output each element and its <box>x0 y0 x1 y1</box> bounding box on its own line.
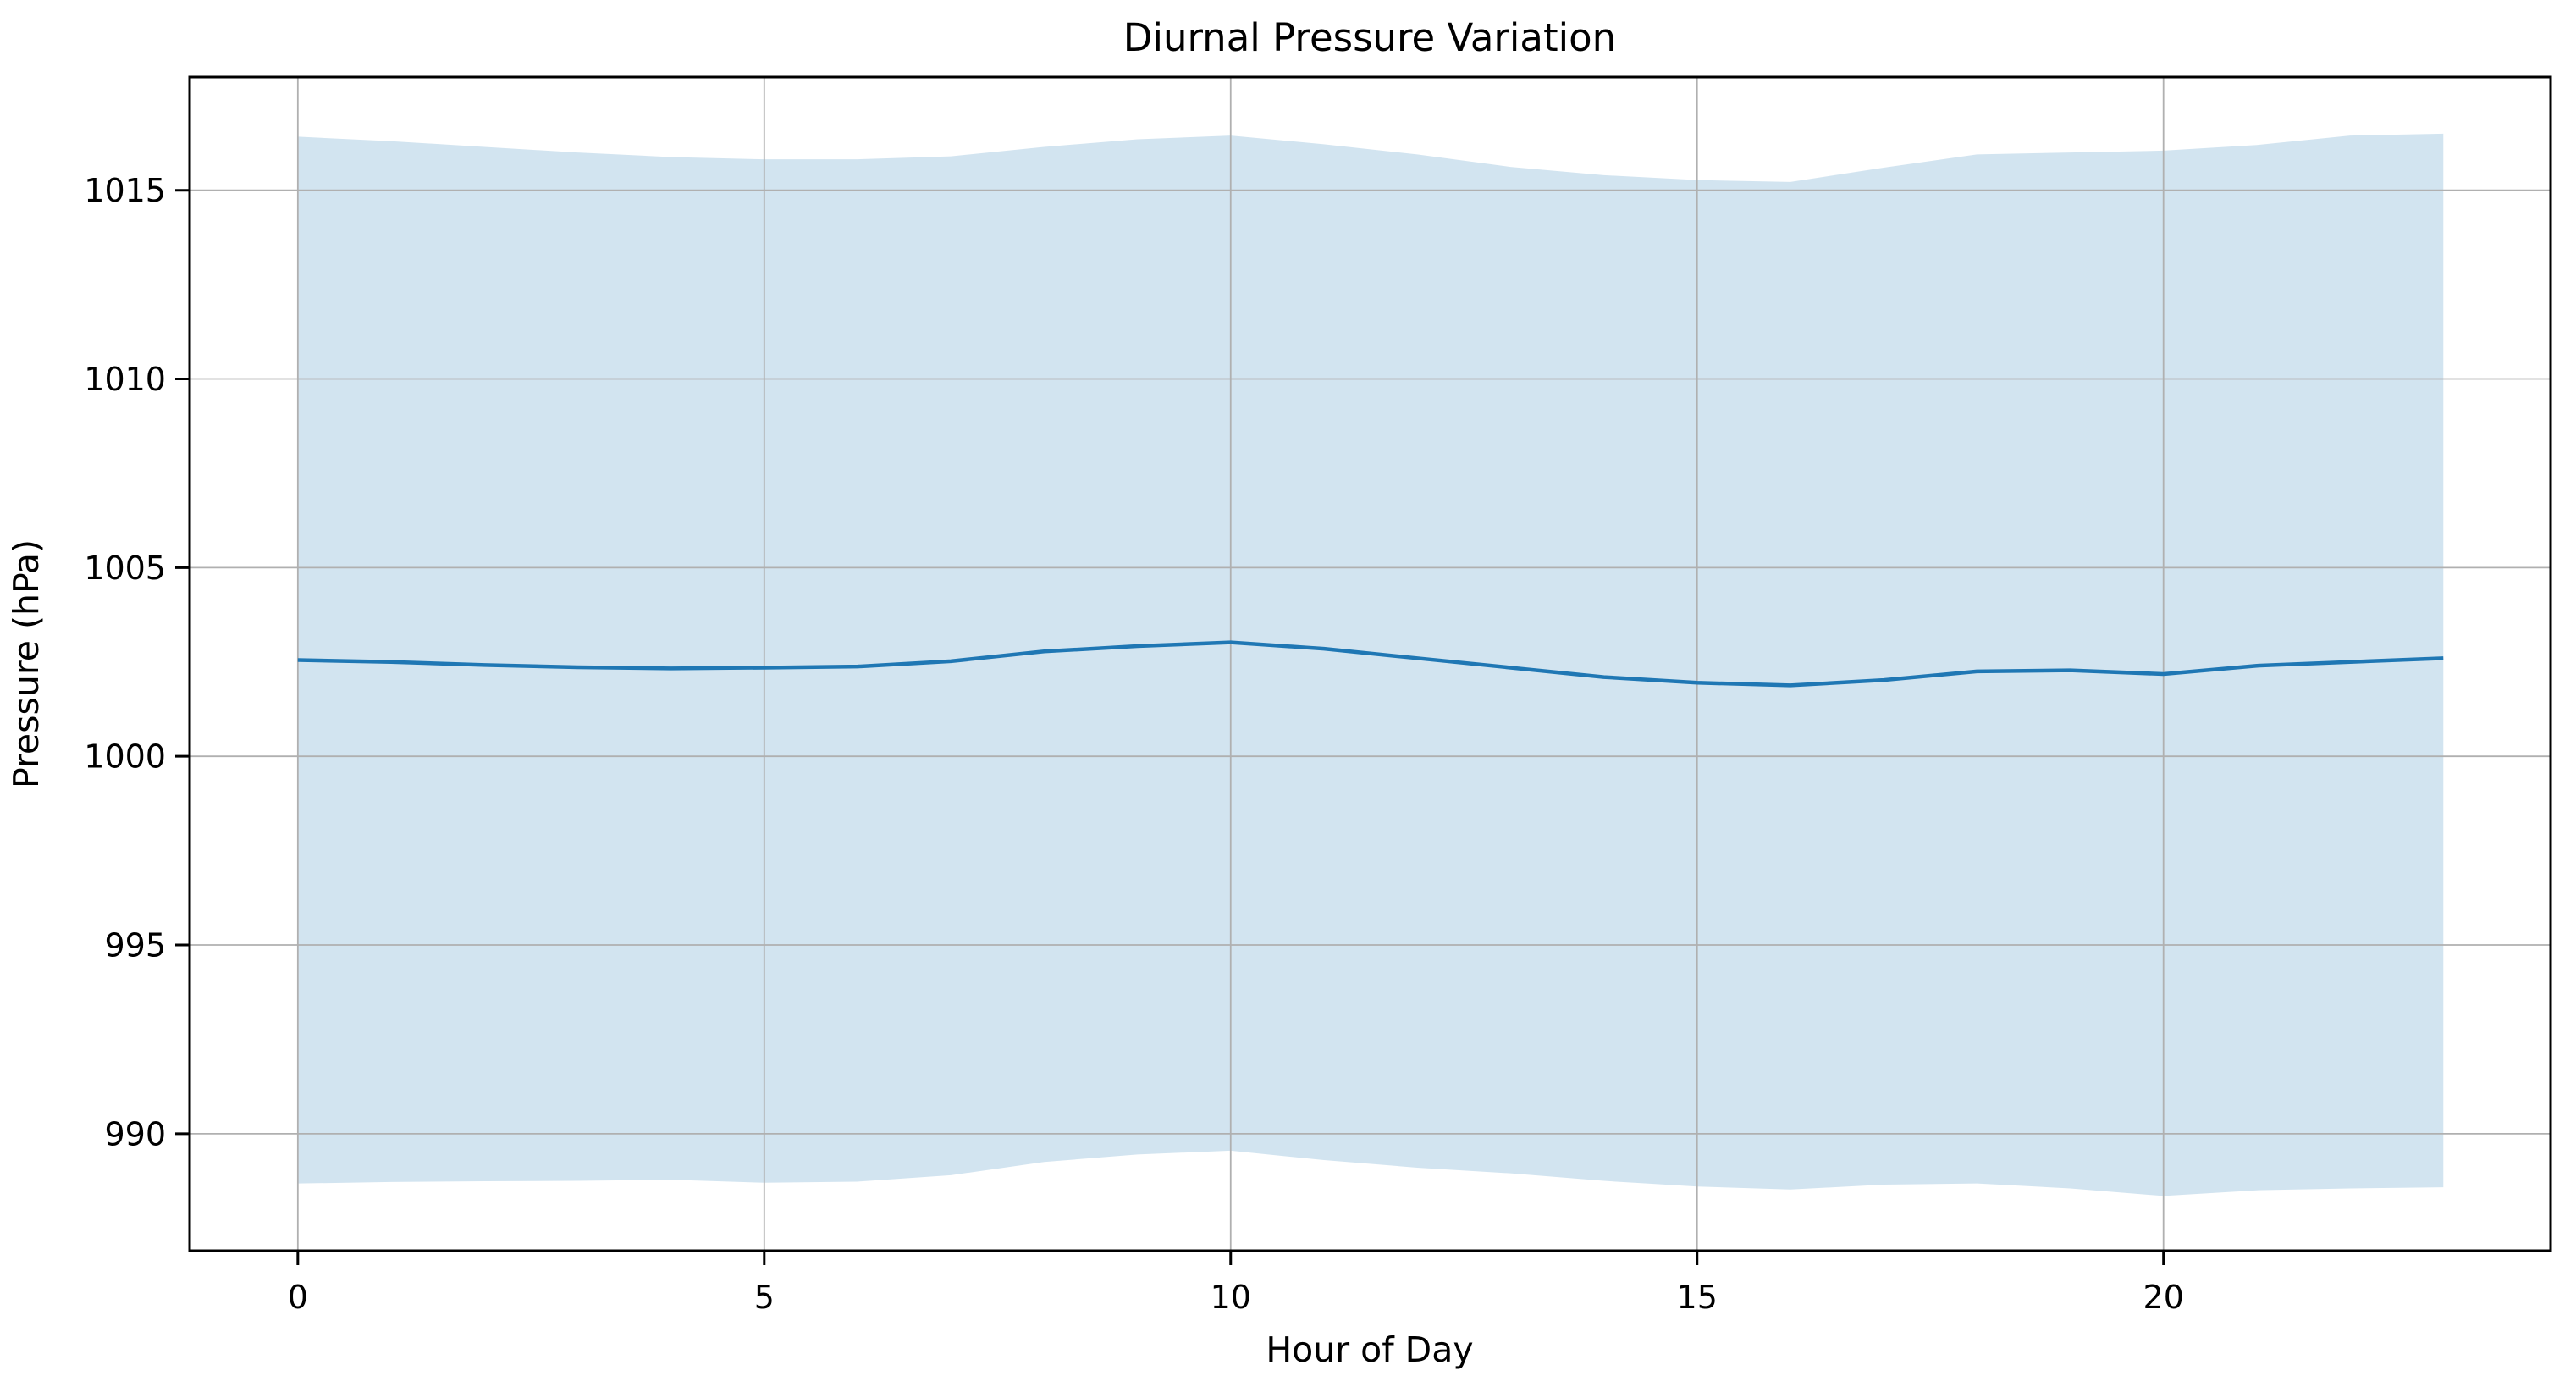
x-tick-label: 10 <box>1211 1279 1251 1316</box>
band-area <box>297 133 2444 1196</box>
mean-pressure-line <box>297 640 2444 688</box>
pressure-range-band <box>297 133 2444 1196</box>
y-tick-label: 990 <box>104 1115 166 1152</box>
grid-lines <box>190 77 2551 1251</box>
x-tick-label: 5 <box>754 1279 775 1316</box>
y-tick-label: 1015 <box>84 172 166 209</box>
y-tick-label: 1000 <box>84 738 166 776</box>
mean-line <box>297 640 2444 688</box>
axes-spines <box>188 75 2552 1252</box>
x-tick-label: 15 <box>1677 1279 1718 1316</box>
x-tick-label: 20 <box>2143 1279 2184 1316</box>
y-tick-label: 1010 <box>84 361 166 398</box>
y-axis-ticks: 990 995 1000 1005 1010 1015 <box>84 172 190 1152</box>
plot-border <box>188 75 2552 1252</box>
x-axis-ticks: 0 5 10 15 20 <box>288 1251 2184 1316</box>
y-tick-label: 1005 <box>84 550 166 587</box>
x-tick-label: 0 <box>288 1279 308 1316</box>
y-tick-label: 995 <box>104 927 166 964</box>
chart-title: Diurnal Pressure Variation <box>1123 15 1616 60</box>
x-axis-label: Hour of Day <box>1266 1329 1473 1370</box>
y-axis-label: Pressure (hPa) <box>6 539 47 788</box>
